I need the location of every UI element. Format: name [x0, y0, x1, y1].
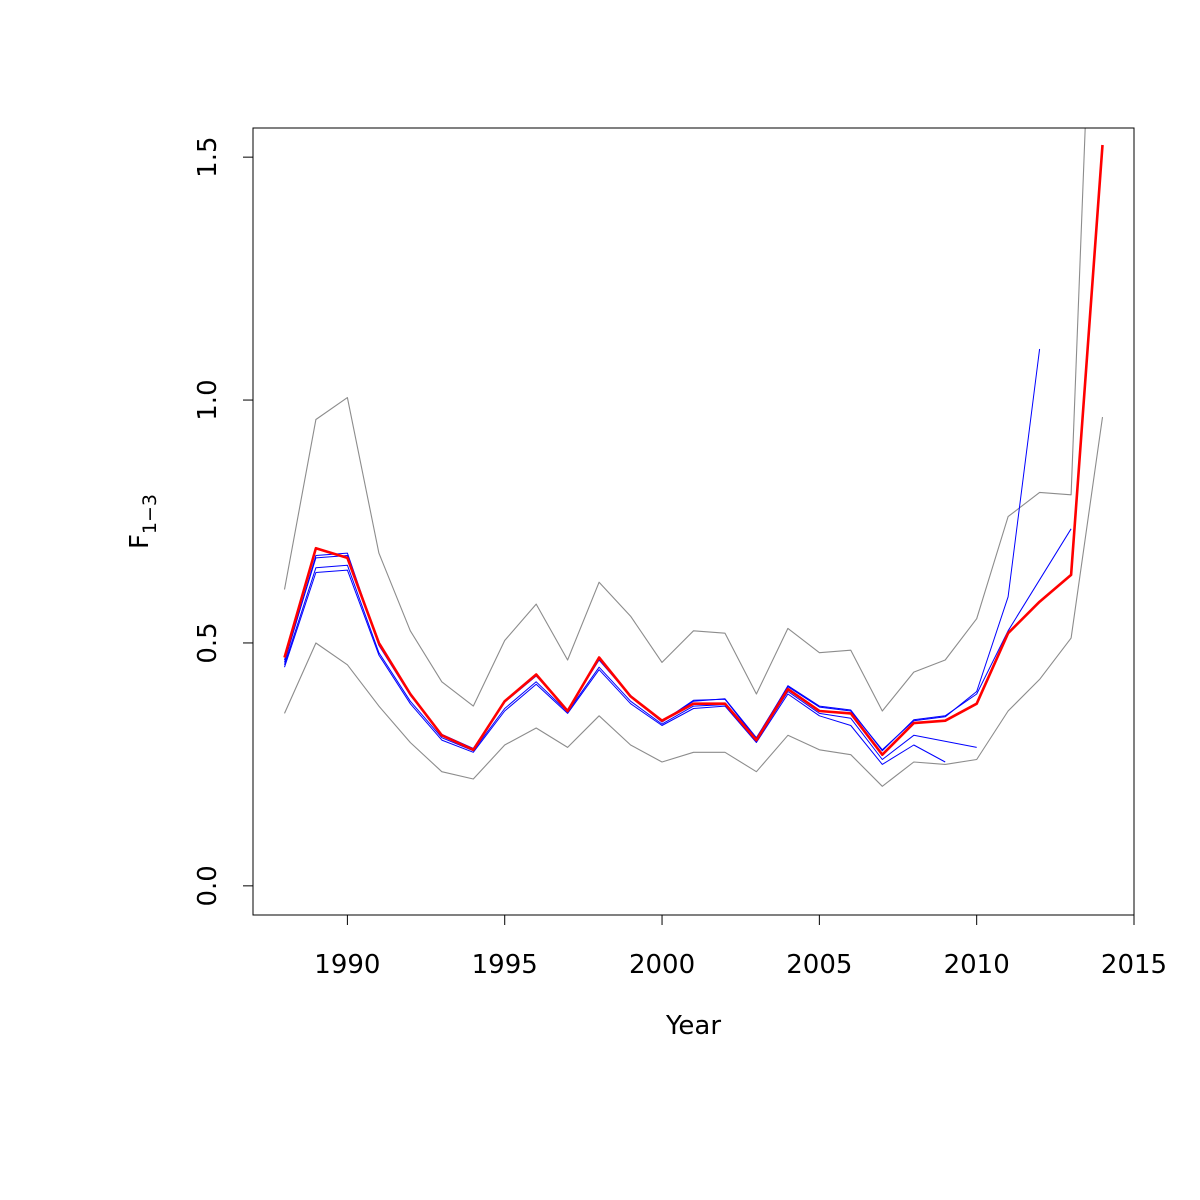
series-line-final-estimate	[283, 144, 1104, 757]
y-axis-title-base: F	[125, 534, 155, 549]
x-axis-title: Year	[665, 1011, 721, 1041]
x-tick-label: 2000	[629, 950, 695, 980]
x-tick-label: 2010	[944, 950, 1010, 980]
y-tick-label: 0.0	[193, 865, 223, 906]
series-line-upper-bound	[283, 128, 1086, 712]
series-line-lower-bound	[283, 417, 1104, 787]
x-tick-label: 2015	[1101, 950, 1167, 980]
x-tick-label: 1990	[314, 950, 380, 980]
y-axis: 0.0 0.5 1.0 1.5	[193, 136, 254, 907]
x-tick-label: 1995	[472, 950, 538, 980]
y-axis-title-subscript: 1−3	[139, 494, 161, 534]
x-axis: 1990 1995 2000 2005 2010 2015	[314, 914, 1167, 980]
series-line-retrospective-2010	[284, 564, 977, 760]
y-tick-label: 1.5	[193, 136, 223, 177]
y-tick-label: 0.5	[193, 622, 223, 663]
y-tick-label: 1.0	[193, 379, 223, 420]
y-axis-title: F1−3	[125, 494, 161, 549]
x-tick-label: 2005	[786, 950, 852, 980]
series-line-retrospective-2009	[284, 569, 946, 765]
series-layer	[283, 128, 1104, 787]
